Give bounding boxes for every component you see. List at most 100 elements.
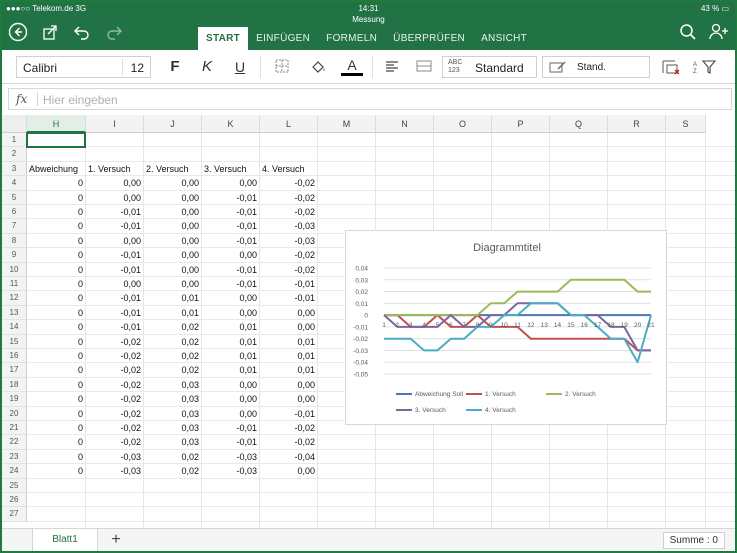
header-cell[interactable]: 3. Versuch: [204, 163, 247, 174]
table-cell[interactable]: 0: [77, 192, 83, 203]
table-cell[interactable]: -0,04: [294, 451, 315, 462]
table-cell[interactable]: 0: [77, 250, 83, 261]
table-cell[interactable]: 0,00: [297, 322, 315, 333]
table-cell[interactable]: -0,01: [120, 207, 141, 217]
table-cell[interactable]: 0,00: [239, 379, 257, 390]
row-header-25[interactable]: 25: [2, 478, 27, 493]
table-cell[interactable]: 0,03: [181, 408, 199, 419]
table-cell[interactable]: 0,00: [297, 466, 315, 477]
table-cell[interactable]: -0,02: [120, 379, 141, 390]
selected-cell[interactable]: [26, 132, 86, 149]
table-cell[interactable]: 0,03: [181, 423, 199, 433]
table-cell[interactable]: 0,00: [181, 279, 199, 289]
table-cell[interactable]: -0,01: [236, 279, 257, 289]
number-format-picker[interactable]: ABC 123 Standard: [442, 56, 537, 78]
table-cell[interactable]: -0,02: [294, 264, 315, 275]
row-header-7[interactable]: 7: [2, 219, 27, 234]
table-cell[interactable]: -0,01: [120, 293, 141, 304]
table-cell[interactable]: 0,00: [239, 250, 257, 261]
tab-ueberpruefen[interactable]: ÜBERPRÜFEN: [393, 33, 466, 44]
table-cell[interactable]: -0,01: [120, 250, 141, 261]
table-cell[interactable]: -0,01: [236, 264, 257, 275]
underline-button[interactable]: U: [234, 59, 246, 75]
table-cell[interactable]: 0,00: [123, 192, 141, 203]
table-cell[interactable]: 0,00: [239, 408, 257, 419]
column-header-r[interactable]: R: [608, 115, 666, 133]
table-cell[interactable]: 0,00: [297, 307, 315, 318]
table-cell[interactable]: -0,02: [294, 423, 315, 433]
table-cell[interactable]: 0,00: [181, 207, 199, 217]
table-cell[interactable]: 0,00: [181, 264, 199, 275]
search-icon[interactable]: [678, 22, 698, 42]
add-person-icon[interactable]: [708, 22, 728, 42]
header-cell[interactable]: 4. Versuch: [262, 163, 305, 174]
table-cell[interactable]: 0: [77, 178, 83, 189]
table-cell[interactable]: 0: [77, 423, 83, 433]
table-cell[interactable]: 0: [77, 394, 83, 405]
table-cell[interactable]: 0,00: [181, 221, 199, 232]
tab-formeln[interactable]: FORMELN: [326, 33, 378, 44]
row-header-27[interactable]: 27: [2, 507, 27, 522]
column-header-p[interactable]: P: [492, 115, 550, 133]
table-cell[interactable]: 0,01: [239, 365, 257, 376]
tab-start[interactable]: START: [198, 27, 249, 50]
sheet-tab-blatt1[interactable]: Blatt1: [32, 529, 98, 551]
table-cell[interactable]: 0,01: [297, 336, 315, 347]
table-cell[interactable]: -0,02: [294, 437, 315, 448]
row-header-14[interactable]: 14: [2, 320, 27, 335]
table-cell[interactable]: 0: [77, 336, 83, 347]
column-header-n[interactable]: N: [376, 115, 434, 133]
table-cell[interactable]: 0,00: [123, 279, 141, 289]
table-cell[interactable]: -0,01: [294, 279, 315, 289]
table-cell[interactable]: 0,02: [181, 322, 199, 333]
column-header-k[interactable]: K: [202, 115, 260, 133]
row-header-15[interactable]: 15: [2, 334, 27, 349]
row-header-10[interactable]: 10: [2, 262, 27, 277]
column-header-j[interactable]: J: [144, 115, 202, 133]
function-icon[interactable]: fx: [16, 92, 28, 106]
line-chart[interactable]: Diagrammtitel 0,04 0,03 0,02 0,01 0 -0,01 -0,02…: [345, 230, 667, 425]
row-header-19[interactable]: 19: [2, 392, 27, 407]
table-cell[interactable]: -0,01: [120, 264, 141, 275]
table-cell[interactable]: -0,02: [294, 207, 315, 217]
back-icon[interactable]: [8, 22, 28, 42]
table-cell[interactable]: 0,00: [239, 394, 257, 405]
table-cell[interactable]: -0,02: [294, 250, 315, 261]
table-cell[interactable]: 0,00: [297, 394, 315, 405]
table-cell[interactable]: -0,01: [236, 192, 257, 203]
header-cell[interactable]: Abweichung: [29, 163, 79, 174]
table-cell[interactable]: -0,03: [294, 221, 315, 232]
insert-delete-cells-icon[interactable]: [660, 58, 682, 76]
column-header-m[interactable]: M: [318, 115, 376, 133]
table-cell[interactable]: 0: [77, 451, 83, 462]
table-cell[interactable]: 0,01: [297, 351, 315, 361]
merge-cells-icon[interactable]: [414, 58, 434, 76]
tab-einfuegen[interactable]: EINFÜGEN: [256, 33, 311, 44]
table-cell[interactable]: -0,01: [120, 322, 141, 333]
table-cell[interactable]: -0,02: [294, 178, 315, 189]
row-header-5[interactable]: 5: [2, 190, 27, 205]
table-cell[interactable]: 0,01: [181, 307, 199, 318]
table-cell[interactable]: 0: [77, 437, 83, 448]
table-cell[interactable]: -0,01: [120, 221, 141, 232]
row-header-21[interactable]: 21: [2, 421, 27, 436]
row-header-13[interactable]: 13: [2, 305, 27, 321]
table-cell[interactable]: 0,02: [181, 466, 199, 477]
table-cell[interactable]: 0,00: [123, 178, 141, 189]
table-cell[interactable]: 0,03: [181, 394, 199, 405]
table-cell[interactable]: 0,00: [239, 178, 257, 189]
table-cell[interactable]: 0: [77, 351, 83, 361]
table-cell[interactable]: 0: [77, 408, 83, 419]
table-cell[interactable]: 0: [77, 466, 83, 477]
table-cell[interactable]: 0: [77, 235, 83, 246]
row-header-26[interactable]: 26: [2, 493, 27, 508]
row-header-11[interactable]: 11: [2, 277, 27, 292]
row-header-20[interactable]: 20: [2, 406, 27, 421]
table-cell[interactable]: 0,00: [297, 379, 315, 390]
column-header-h[interactable]: H: [27, 115, 86, 133]
italic-button[interactable]: K: [201, 58, 212, 75]
column-header-l[interactable]: L: [260, 115, 318, 133]
row-header-17[interactable]: 17: [2, 363, 27, 378]
header-cell[interactable]: 2. Versuch: [146, 163, 189, 174]
